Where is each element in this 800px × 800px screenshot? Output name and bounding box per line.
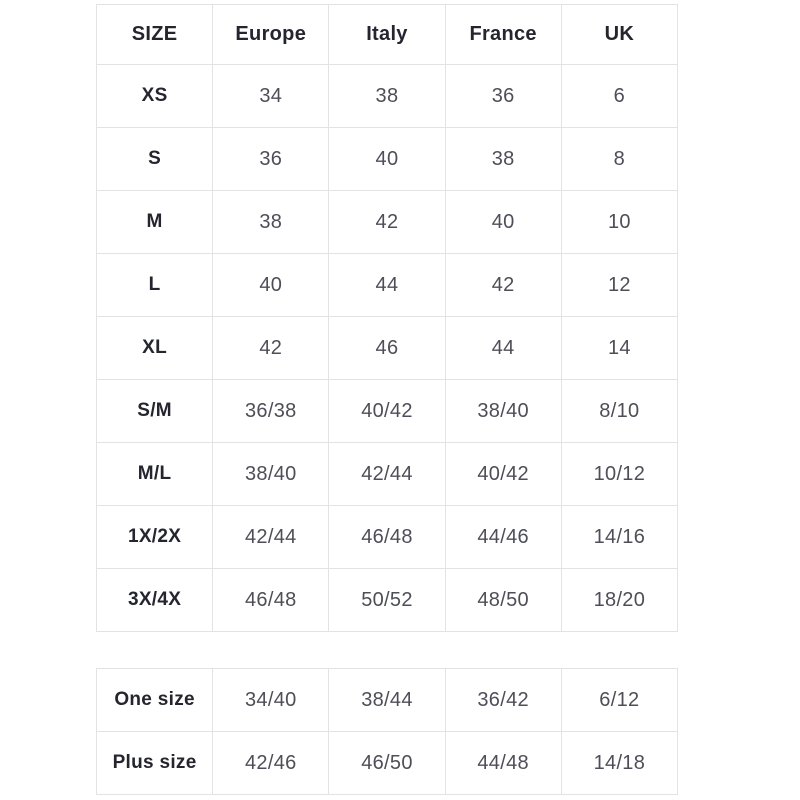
size-value-cell: 14/16 [560, 505, 679, 569]
size-value-cell: 36 [444, 64, 562, 128]
column-header: SIZE [95, 4, 214, 65]
column-header: Europe [212, 4, 330, 65]
size-label-cell: XL [95, 316, 214, 380]
size-value-cell: 40 [328, 127, 446, 191]
size-value-cell: 36 [212, 127, 330, 191]
size-value-cell: 44 [328, 253, 446, 317]
table-row: XS 34 38 36 6 [95, 64, 679, 128]
size-value-cell: 36/38 [212, 379, 330, 443]
column-header: UK [560, 4, 679, 65]
size-label-cell: S [95, 127, 214, 191]
table-row: Plus size 42/46 46/50 44/48 14/18 [95, 731, 679, 795]
size-value-cell: 42/44 [328, 442, 446, 506]
size-label-cell: M/L [95, 442, 214, 506]
size-value-cell: 12 [560, 253, 679, 317]
table-row: S/M 36/38 40/42 38/40 8/10 [95, 379, 679, 443]
size-value-cell: 46/50 [328, 731, 446, 795]
special-size-table-body: One size 34/40 38/44 36/42 6/12 Plus size 42/4… [95, 668, 679, 795]
size-value-cell: 42/44 [212, 505, 330, 569]
size-value-cell: 38/40 [444, 379, 562, 443]
table-row: One size 34/40 38/44 36/42 6/12 [95, 668, 679, 732]
table-row: 1X/2X 42/44 46/48 44/46 14/16 [95, 505, 679, 569]
main-size-table-body: XS 34 38 36 6 S 36 40 38 8 M 38 42 40 10 L 40 44 42 12 XL 42 4… [95, 64, 679, 632]
size-label-cell: S/M [95, 379, 214, 443]
size-value-cell: 40/42 [444, 442, 562, 506]
size-value-cell: 14/18 [560, 731, 679, 795]
size-value-cell: 38/40 [212, 442, 330, 506]
size-value-cell: 40 [212, 253, 330, 317]
size-value-cell: 36/42 [444, 668, 562, 732]
size-label-cell: M [95, 190, 214, 254]
size-value-cell: 6/12 [560, 668, 679, 732]
size-value-cell: 44 [444, 316, 562, 380]
size-value-cell: 6 [560, 64, 679, 128]
size-value-cell: 38/44 [328, 668, 446, 732]
size-value-cell: 50/52 [328, 568, 446, 632]
size-value-cell: 8/10 [560, 379, 679, 443]
header-row: SIZE Europe Italy France UK [95, 4, 679, 65]
size-value-cell: 38 [328, 64, 446, 128]
table-row: XL 42 46 44 14 [95, 316, 679, 380]
size-value-cell: 14 [560, 316, 679, 380]
size-value-cell: 34 [212, 64, 330, 128]
table-row: S 36 40 38 8 [95, 127, 679, 191]
size-value-cell: 38 [444, 127, 562, 191]
size-value-cell: 8 [560, 127, 679, 191]
size-value-cell: 42 [444, 253, 562, 317]
size-label-cell: Plus size [95, 731, 214, 795]
size-label-cell: XS [95, 64, 214, 128]
size-label-cell: L [95, 253, 214, 317]
column-header: Italy [328, 4, 446, 65]
size-value-cell: 48/50 [444, 568, 562, 632]
size-value-cell: 46/48 [212, 568, 330, 632]
size-value-cell: 34/40 [212, 668, 330, 732]
size-value-cell: 46/48 [328, 505, 446, 569]
size-value-cell: 42 [328, 190, 446, 254]
size-label-cell: 3X/4X [95, 568, 214, 632]
size-value-cell: 42/46 [212, 731, 330, 795]
size-conversion-chart: SIZE Europe Italy France UK XS 34 38 36 6 S 36 40 38… [95, 4, 679, 795]
table-row: 3X/4X 46/48 50/52 48/50 18/20 [95, 568, 679, 632]
size-value-cell: 10 [560, 190, 679, 254]
table-row: M 38 42 40 10 [95, 190, 679, 254]
main-size-table: SIZE Europe Italy France UK XS 34 38 36 6 S 36 40 38… [95, 4, 679, 632]
size-label-cell: One size [95, 668, 214, 732]
size-value-cell: 40/42 [328, 379, 446, 443]
size-value-cell: 40 [444, 190, 562, 254]
column-header: France [444, 4, 562, 65]
table-row: M/L 38/40 42/44 40/42 10/12 [95, 442, 679, 506]
size-value-cell: 42 [212, 316, 330, 380]
size-label-cell: 1X/2X [95, 505, 214, 569]
special-size-table: One size 34/40 38/44 36/42 6/12 Plus size 42/4… [95, 668, 679, 795]
size-value-cell: 44/46 [444, 505, 562, 569]
table-row: L 40 44 42 12 [95, 253, 679, 317]
size-value-cell: 44/48 [444, 731, 562, 795]
size-value-cell: 38 [212, 190, 330, 254]
size-value-cell: 18/20 [560, 568, 679, 632]
size-value-cell: 10/12 [560, 442, 679, 506]
size-value-cell: 46 [328, 316, 446, 380]
